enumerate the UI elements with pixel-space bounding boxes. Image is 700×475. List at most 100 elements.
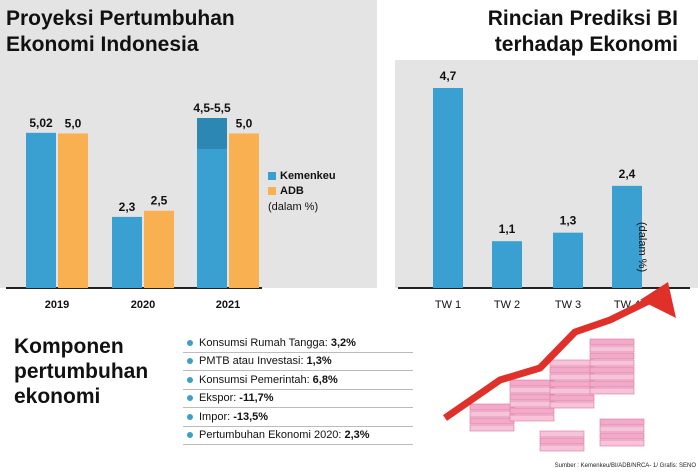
money-bill-icon <box>549 373 595 381</box>
money-bill-icon <box>599 425 645 433</box>
source-credit: Sumber : Kemenkeu/BI/ADB/NRCA- 1/ Grafis… <box>554 463 696 469</box>
legend-kemenkeu: Kemenkeu <box>268 168 336 183</box>
component-label: PMTB atau Investasi: <box>199 355 304 368</box>
money-bill-icon <box>549 394 595 402</box>
money-bill-icon <box>589 373 635 381</box>
legend-adb: ADB <box>268 183 336 198</box>
arrow-head-icon <box>640 282 676 318</box>
component-item: Konsumsi Pemerintah: 6,8% <box>183 371 413 390</box>
bar-bi-TW-2 <box>492 241 522 288</box>
money-bill-icon <box>589 345 635 353</box>
money-bill-icon <box>549 380 595 388</box>
data-label-kemenkeu-2019: 5,02 <box>29 116 53 130</box>
money-bill-icon <box>539 430 585 438</box>
money-bill-icon <box>599 432 645 440</box>
component-label: Pertumbuhan Ekonomi 2020: <box>199 429 342 442</box>
money-bill-icon <box>509 400 555 408</box>
left-legend: Kemenkeu ADB (dalam %) <box>268 168 336 213</box>
component-label: Konsumsi Rumah Tangga: <box>199 336 328 349</box>
money-bill-icon <box>509 407 555 415</box>
bullet-icon <box>187 413 193 420</box>
x-tick-label-2020: 2020 <box>131 299 155 311</box>
data-label-kemenkeu-2020: 2,3 <box>119 200 136 214</box>
money-bill-icon <box>509 379 555 387</box>
bar-kemenkeu-2019 <box>26 132 56 288</box>
money-bill-icon <box>469 424 515 432</box>
money-bill-icon <box>539 444 585 452</box>
data-label-TW-3: 1,3 <box>560 214 577 228</box>
left-chart-title: Proyeksi Pertumbuhan Ekonomi Indonesia <box>6 7 235 56</box>
data-label-TW-4: 2,4 <box>619 167 636 181</box>
money-bill-icon <box>599 418 645 426</box>
money-bill-icon <box>589 359 635 367</box>
bar-bi-TW-1 <box>433 88 463 288</box>
money-bill-icon <box>589 387 635 395</box>
data-label-adb-2021: 5,0 <box>236 116 253 130</box>
x-tick-label-2019: 2019 <box>45 299 69 311</box>
component-value: 3,2% <box>330 336 356 349</box>
money-bill-icon <box>589 338 635 346</box>
money-bill-icon <box>469 417 515 425</box>
bullet-icon <box>187 358 193 365</box>
component-item: Ekspor: -11,7% <box>183 390 413 408</box>
data-label-TW-2: 1,1 <box>499 222 516 236</box>
component-value: -13,5% <box>233 410 269 423</box>
bullet-icon <box>187 376 193 383</box>
money-bill-icon <box>469 410 515 418</box>
component-item: Pertumbuhan Ekonomi 2020: 2,3% <box>183 427 413 445</box>
bar-bi-TW-3 <box>553 232 583 288</box>
x-tick-label-2021: 2021 <box>216 299 240 311</box>
money-stacks-illustration <box>469 338 645 452</box>
money-bill-icon <box>599 439 645 447</box>
right-chart-title: Rincian Prediksi BI terhadap Ekonomi <box>487 7 678 56</box>
data-label-kemenkeu-2021: 4,5-5,5 <box>193 101 231 115</box>
bullet-icon <box>187 432 193 439</box>
component-item: Impor: -13,5% <box>183 408 413 427</box>
component-item: PMTB atau Investasi: 1,3% <box>183 353 413 371</box>
money-bill-icon <box>509 386 555 394</box>
legend-label-kemenkeu: Kemenkeu <box>280 169 336 182</box>
money-bill-icon <box>549 401 595 409</box>
bar-kemenkeu-range-band <box>197 118 227 149</box>
money-bill-icon <box>549 387 595 395</box>
rising-arrow-icon <box>443 294 657 421</box>
component-item: Konsumsi Rumah Tangga: 3,2% <box>183 334 413 353</box>
money-bill-icon <box>539 437 585 445</box>
money-bill-icon <box>509 393 555 401</box>
legend-swatch-kemenkeu <box>268 171 276 180</box>
money-bill-icon <box>549 366 595 374</box>
data-label-adb-2019: 5,0 <box>65 116 82 130</box>
x-tick-label-TW-1: TW 1 <box>435 299 461 311</box>
bar-bi-TW-4 <box>612 185 642 288</box>
money-bill-icon <box>469 403 515 411</box>
component-value: 6,8% <box>312 373 338 386</box>
bar-adb-2019 <box>58 133 88 288</box>
legend-swatch-adb <box>268 186 276 195</box>
money-bill-icon <box>589 366 635 374</box>
bar-adb-2021 <box>229 133 259 288</box>
component-value: -11,7% <box>239 392 274 405</box>
bar-adb-2020 <box>144 210 174 288</box>
component-label: Impor: <box>199 410 231 423</box>
x-tick-label-TW-3: TW 3 <box>555 299 581 311</box>
data-label-TW-1: 4,7 <box>440 69 457 83</box>
component-label: Ekspor: <box>199 392 237 405</box>
components-list: Konsumsi Rumah Tangga: 3,2% PMTB atau Inv… <box>183 334 413 445</box>
data-label-adb-2020: 2,5 <box>151 194 168 208</box>
component-label: Konsumsi Pemerintah: <box>199 373 310 386</box>
legend-label-adb: ADB <box>280 184 304 197</box>
component-value: 1,3% <box>306 355 332 368</box>
money-bill-icon <box>549 359 595 367</box>
bullet-icon <box>187 395 193 402</box>
bar-kemenkeu-2020 <box>112 216 142 288</box>
bullet-icon <box>187 339 193 346</box>
money-bill-icon <box>509 414 555 422</box>
legend-unit: (dalam %) <box>268 201 319 213</box>
component-value: 2,3% <box>344 429 370 442</box>
money-bill-icon <box>589 380 635 388</box>
x-tick-label-TW-2: TW 2 <box>494 299 520 311</box>
money-bill-icon <box>589 352 635 360</box>
components-title: Komponen pertumbuhan ekonomi <box>14 335 149 408</box>
right-chart-unit: (dalam %) <box>636 222 648 273</box>
